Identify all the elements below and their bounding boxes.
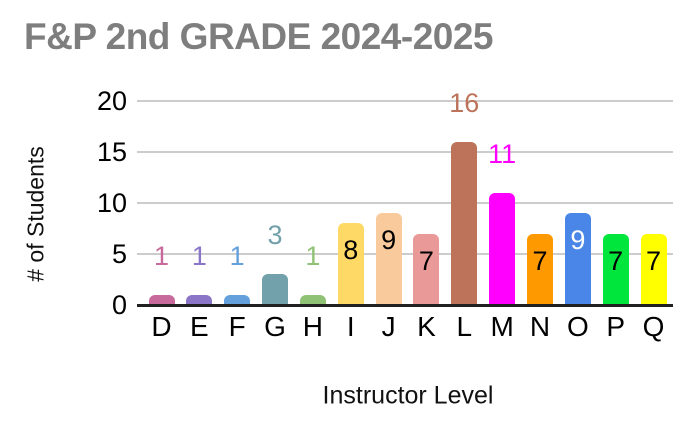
y-tick-label-15: 15 [96, 137, 127, 167]
plot-area: 0 5 10 15 20 1 D 1 E 1 F 3 G 1 H 8 I 9 J 7 K 16 L 11 M 7 N 9 O 7 P 7 Q [97, 86, 673, 342]
bar-F [224, 295, 251, 305]
x-category-label-L: L [456, 311, 473, 342]
x-category-label-Q: Q [642, 311, 665, 342]
bar-value-label-H: 1 [305, 241, 321, 271]
bar-value-label-G: 3 [267, 220, 283, 250]
y-axis-title: # of Students [22, 146, 49, 282]
gridline-15 [137, 151, 673, 153]
bar-value-label-P: 7 [608, 246, 624, 276]
x-category-label-D: D [151, 311, 172, 342]
x-axis-line [137, 304, 673, 307]
x-category-label-J: J [381, 311, 396, 342]
bar-D [148, 295, 175, 305]
y-tick-label-10: 10 [96, 188, 127, 218]
bar-H [299, 295, 326, 305]
gridline-5 [137, 253, 673, 255]
bar-K [413, 234, 440, 305]
x-category-label-P: P [606, 311, 626, 342]
x-category-label-N: N [529, 311, 551, 342]
bar-M [489, 193, 516, 305]
bar-value-label-I: 8 [343, 235, 359, 265]
bar-I [337, 223, 364, 305]
bar-J [375, 213, 402, 305]
bar-O [564, 213, 591, 305]
bar-P [602, 234, 629, 305]
bar-value-label-D: 1 [153, 241, 170, 271]
bar-value-label-M: 11 [488, 139, 517, 169]
y-tick-label-5: 5 [111, 239, 127, 269]
y-tick-label-0: 0 [111, 290, 127, 320]
bar-value-label-N: 7 [532, 246, 548, 276]
x-category-label-K: K [417, 311, 436, 342]
bar-G [262, 274, 289, 305]
bar-value-label-J: 9 [381, 225, 397, 255]
bar-value-label-Q: 7 [646, 246, 662, 276]
bar-value-label-E: 1 [191, 241, 207, 271]
bar-value-label-L: 16 [449, 88, 480, 118]
bar-E [186, 295, 213, 305]
gridline-10 [137, 202, 673, 204]
bar-value-label-F: 1 [229, 241, 245, 271]
x-category-label-E: E [190, 311, 209, 342]
x-category-label-I: I [346, 311, 355, 342]
bar-value-label-O: 9 [570, 225, 586, 255]
x-category-label-O: O [566, 311, 589, 342]
x-category-label-G: G [264, 311, 286, 342]
x-category-label-H: H [302, 311, 323, 342]
x-category-label-M: M [490, 311, 514, 342]
bar-N [527, 234, 553, 305]
gridline-20 [137, 100, 673, 102]
bar-value-label-K: 7 [418, 246, 434, 276]
y-tick-label-20: 20 [96, 86, 127, 116]
bar-Q [640, 234, 667, 305]
bar-L [451, 142, 478, 305]
x-category-label-F: F [228, 311, 246, 342]
chart-title: F&P 2nd GRADE 2024-2025 [24, 16, 494, 57]
x-axis-title: Instructor Level [322, 381, 494, 410]
